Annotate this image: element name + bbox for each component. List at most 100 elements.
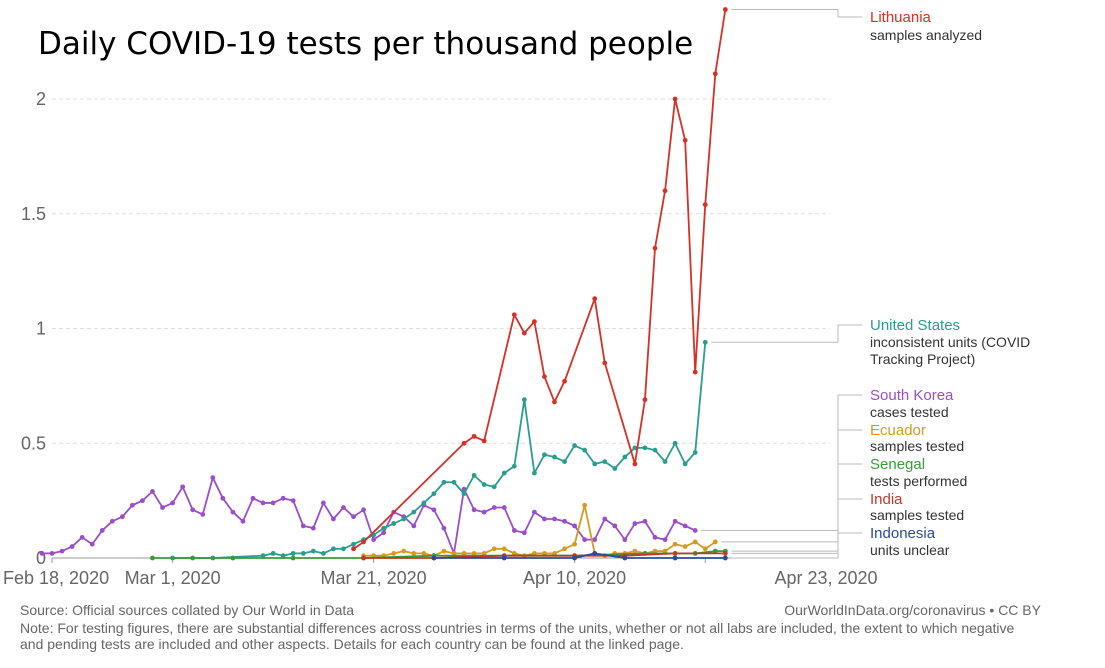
data-point[interactable]: [582, 537, 588, 543]
data-point[interactable]: [341, 546, 346, 552]
data-point[interactable]: [391, 551, 397, 556]
footer-url-link[interactable]: OurWorldInData.org/coronavirus • CC BY: [784, 602, 1041, 618]
data-point[interactable]: [331, 546, 336, 552]
data-point[interactable]: [401, 548, 407, 554]
data-point[interactable]: [632, 548, 638, 554]
data-point[interactable]: [481, 551, 487, 556]
data-point[interactable]: [471, 507, 477, 513]
data-point[interactable]: [622, 454, 628, 460]
data-point[interactable]: [150, 489, 155, 494]
data-point[interactable]: [702, 339, 708, 345]
data-point[interactable]: [471, 472, 477, 478]
data-point[interactable]: [521, 397, 527, 403]
data-point[interactable]: [682, 461, 688, 467]
data-point[interactable]: [662, 459, 668, 465]
data-point[interactable]: [310, 548, 316, 554]
data-point[interactable]: [39, 551, 45, 556]
data-point[interactable]: [280, 553, 286, 559]
data-point[interactable]: [220, 495, 226, 501]
data-point[interactable]: [562, 459, 567, 465]
data-point[interactable]: [441, 548, 447, 554]
data-point[interactable]: [381, 530, 387, 536]
data-point[interactable]: [190, 507, 196, 513]
data-point[interactable]: [682, 137, 688, 143]
data-point[interactable]: [712, 548, 718, 554]
data-point[interactable]: [361, 507, 366, 513]
data-point[interactable]: [140, 498, 145, 504]
data-point[interactable]: [441, 479, 447, 485]
data-point[interactable]: [652, 548, 658, 554]
legend-series-name[interactable]: Ecuador: [870, 422, 926, 439]
data-point[interactable]: [501, 505, 507, 510]
data-point[interactable]: [542, 452, 547, 458]
data-point[interactable]: [481, 509, 487, 515]
data-point[interactable]: [411, 523, 417, 529]
data-point[interactable]: [411, 551, 417, 556]
data-point[interactable]: [250, 495, 256, 501]
data-point[interactable]: [632, 445, 638, 451]
data-point[interactable]: [240, 518, 246, 524]
data-point[interactable]: [542, 516, 547, 522]
data-point[interactable]: [592, 537, 598, 543]
data-point[interactable]: [672, 96, 678, 102]
data-point[interactable]: [481, 438, 487, 444]
data-point[interactable]: [290, 551, 296, 556]
data-point[interactable]: [421, 500, 427, 506]
data-point[interactable]: [69, 544, 75, 549]
data-point[interactable]: [200, 511, 206, 517]
data-point[interactable]: [592, 551, 598, 556]
data-point[interactable]: [682, 544, 688, 549]
data-point[interactable]: [411, 509, 417, 515]
data-point[interactable]: [471, 551, 477, 556]
data-point[interactable]: [572, 443, 577, 448]
data-point[interactable]: [401, 516, 407, 522]
data-point[interactable]: [582, 502, 588, 508]
legend-series-name[interactable]: Indonesia: [870, 525, 936, 542]
data-point[interactable]: [99, 528, 105, 533]
data-point[interactable]: [511, 312, 517, 318]
data-point[interactable]: [642, 397, 648, 403]
data-point[interactable]: [130, 502, 135, 508]
data-point[interactable]: [612, 466, 618, 471]
data-point[interactable]: [431, 491, 437, 497]
data-point[interactable]: [712, 539, 718, 545]
data-point[interactable]: [160, 505, 165, 510]
data-point[interactable]: [652, 245, 658, 251]
data-point[interactable]: [79, 534, 85, 540]
data-point[interactable]: [49, 551, 55, 556]
data-point[interactable]: [702, 546, 708, 552]
legend-series-name[interactable]: Lithuania: [870, 9, 932, 26]
data-point[interactable]: [532, 319, 537, 325]
legend-series-name[interactable]: Senegal: [870, 456, 925, 473]
data-point[interactable]: [552, 454, 557, 460]
data-point[interactable]: [300, 551, 306, 556]
data-point[interactable]: [351, 546, 356, 552]
data-point[interactable]: [341, 505, 346, 510]
data-point[interactable]: [542, 374, 547, 380]
data-point[interactable]: [722, 555, 728, 561]
legend-series-name[interactable]: India: [870, 491, 903, 508]
legend-series-name[interactable]: South Korea: [870, 387, 954, 404]
data-point[interactable]: [501, 470, 507, 476]
data-point[interactable]: [491, 505, 497, 510]
data-point[interactable]: [592, 296, 598, 302]
data-point[interactable]: [461, 551, 467, 556]
data-point[interactable]: [542, 551, 547, 556]
data-point[interactable]: [441, 525, 447, 531]
data-point[interactable]: [230, 509, 236, 515]
data-point[interactable]: [562, 378, 567, 384]
data-point[interactable]: [391, 521, 397, 526]
legend-series-name[interactable]: United States: [870, 317, 960, 334]
data-point[interactable]: [260, 553, 266, 559]
data-point[interactable]: [290, 498, 296, 504]
data-point[interactable]: [421, 551, 427, 556]
data-point[interactable]: [461, 491, 467, 497]
data-point[interactable]: [260, 500, 266, 506]
data-point[interactable]: [290, 555, 296, 561]
data-point[interactable]: [491, 484, 497, 490]
data-point[interactable]: [602, 360, 608, 366]
data-point[interactable]: [109, 518, 115, 524]
data-point[interactable]: [562, 546, 567, 552]
data-point[interactable]: [692, 539, 698, 545]
data-point[interactable]: [210, 475, 216, 481]
